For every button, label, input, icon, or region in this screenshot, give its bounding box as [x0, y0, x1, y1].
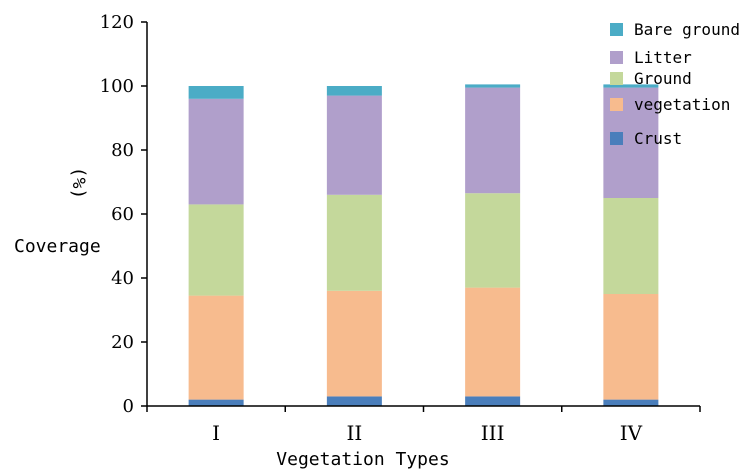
bar-segment-litter — [465, 88, 520, 194]
plot-area — [189, 84, 659, 406]
legend-label-crust: Crust — [634, 129, 682, 148]
bar-segment-litter — [327, 96, 382, 195]
bar-segment-bare-ground — [465, 84, 520, 87]
x-tick-label: I — [212, 421, 220, 445]
x-tick-label: IV — [620, 421, 643, 445]
y-ticks: 0 20 40 60 80 100 120 — [100, 12, 147, 417]
bar-segment-vegetation — [603, 294, 658, 400]
y-tick-label: 40 — [111, 268, 134, 289]
bar-segment-litter — [189, 99, 244, 205]
legend-swatch-bare-ground — [610, 23, 623, 36]
legend-swatch-ground — [610, 72, 623, 85]
legend-swatch-crust — [610, 132, 623, 145]
y-tick-label: 20 — [111, 332, 134, 353]
bar-segment-crust — [327, 396, 382, 406]
bar-segment-bare-ground — [189, 86, 244, 99]
y-tick-label: 80 — [111, 140, 134, 161]
bar-segment-crust — [465, 396, 520, 406]
legend-label-litter: Litter — [634, 48, 692, 67]
x-tick-label: II — [346, 421, 362, 445]
legend-swatch-litter — [610, 51, 623, 64]
bar-segment-bare-ground — [327, 86, 382, 96]
y-tick-label: 120 — [100, 12, 134, 33]
y-axis-title: Coverage — [14, 236, 101, 257]
bar-segment-vegetation — [189, 296, 244, 400]
legend-label-bare-ground: Bare ground — [634, 20, 740, 39]
y-tick-label: 60 — [111, 204, 134, 225]
bar-segment-crust — [189, 400, 244, 406]
bar-segment-ground — [465, 193, 520, 287]
x-axis-title: Vegetation Types — [276, 449, 449, 470]
bar-segment-ground — [189, 204, 244, 295]
legend-label-ground: Ground — [634, 69, 692, 88]
bar-segment-vegetation — [465, 288, 520, 397]
bar-segment-vegetation — [327, 291, 382, 397]
bar-segment-ground — [327, 195, 382, 291]
legend-label-vegetation: vegetation — [634, 95, 730, 114]
legend-swatch-vegetation — [610, 98, 623, 111]
x-ticks: I II III IV — [147, 406, 700, 445]
y-tick-label: 0 — [123, 396, 134, 417]
bar-segment-crust — [603, 400, 658, 406]
y-tick-label: 100 — [100, 76, 134, 97]
y-axis-unit: (%) — [68, 167, 89, 200]
bar-segment-ground — [603, 198, 658, 294]
x-tick-label: III — [481, 421, 505, 445]
